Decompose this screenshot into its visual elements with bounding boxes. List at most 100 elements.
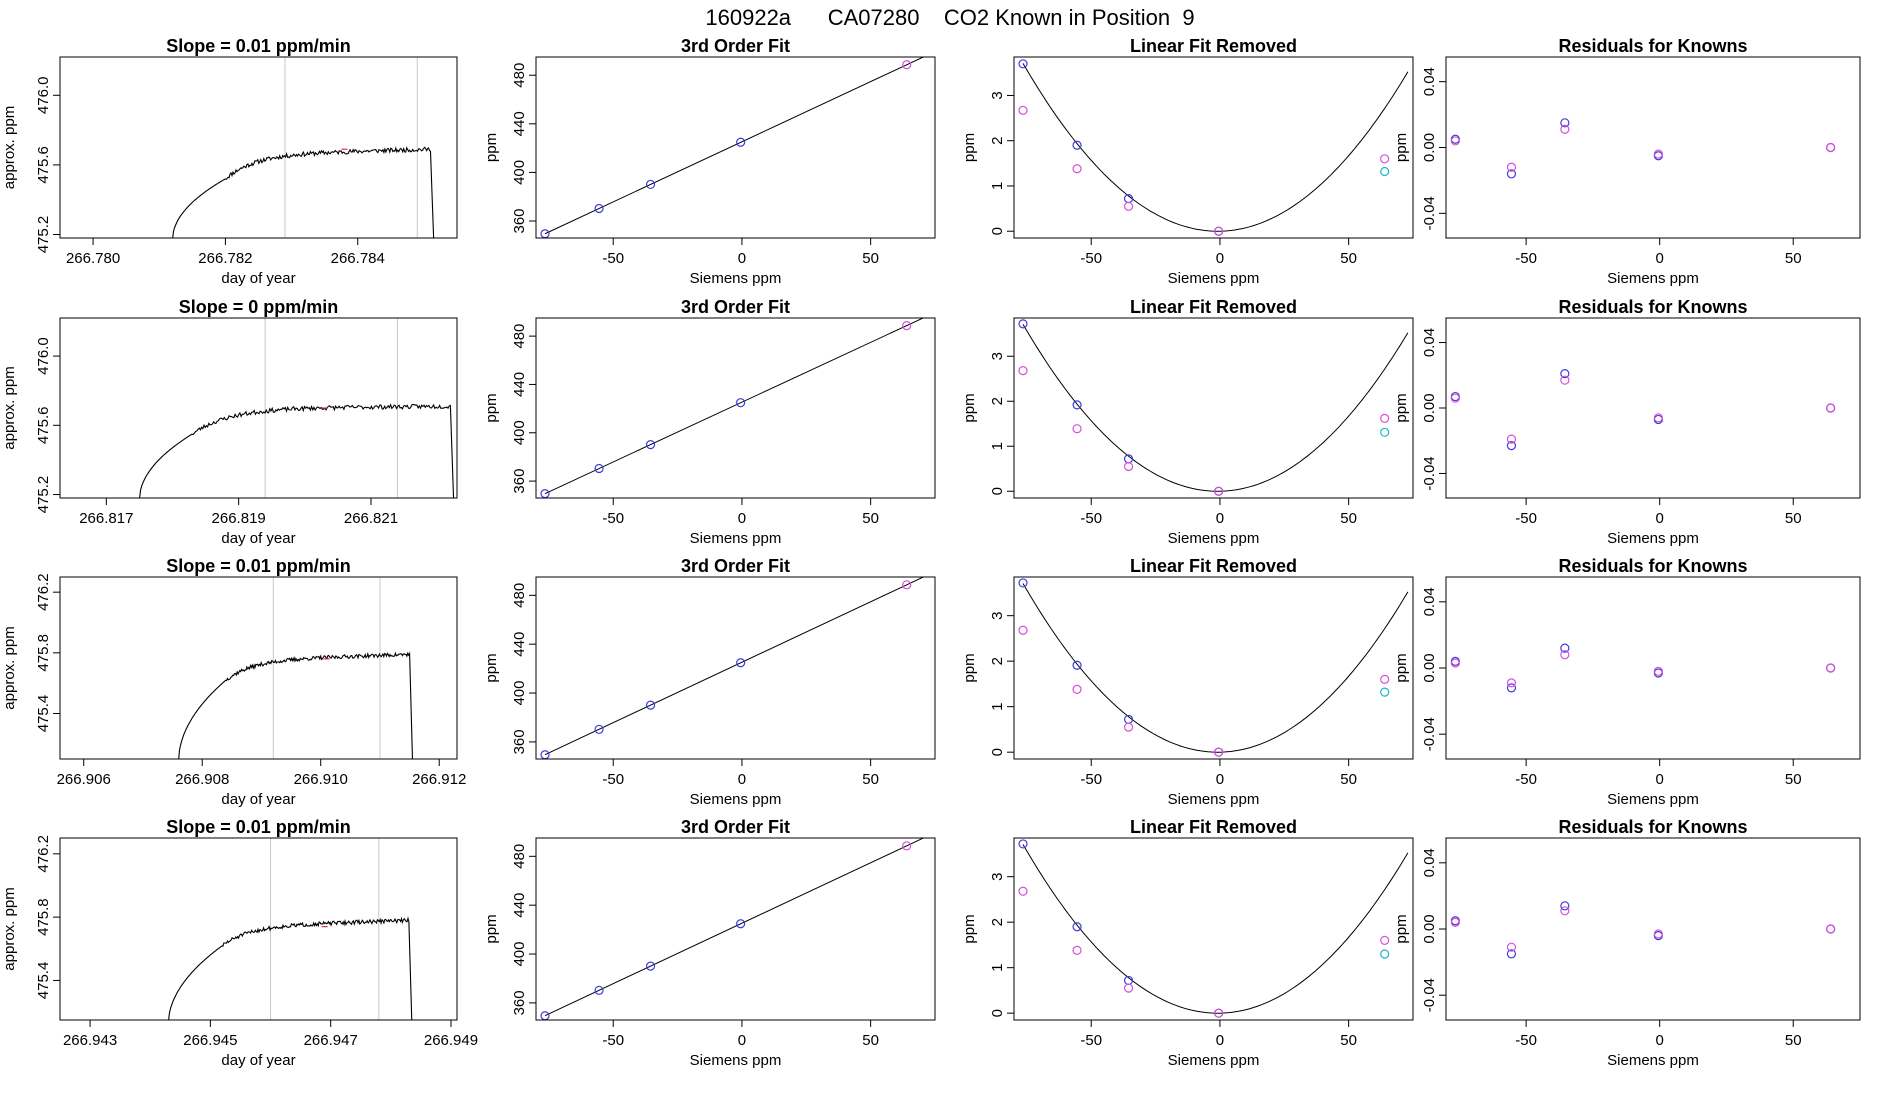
data-point <box>1560 124 1570 134</box>
y-tick-label: 475.6 <box>35 146 52 184</box>
data-point <box>1653 929 1663 939</box>
data-point <box>1018 886 1028 896</box>
y-tick-label: 0.04 <box>1421 328 1438 357</box>
data-point <box>1506 441 1517 451</box>
data-point <box>1653 666 1663 676</box>
panel-title: Linear Fit Removed <box>1130 817 1297 837</box>
x-tick-label: 0 <box>738 771 746 788</box>
fit-curve <box>1022 844 1409 1014</box>
x-tick-label: 0 <box>1656 510 1664 527</box>
panel-title: 3rd Order Fit <box>681 817 790 837</box>
y-axis-label: approx. ppm <box>1 106 18 189</box>
x-axis-label: Siemens ppm <box>1168 270 1260 287</box>
y-tick-label: 0 <box>989 748 1006 756</box>
data-point <box>1826 924 1836 934</box>
y-tick-label: 480 <box>511 583 528 608</box>
data-point <box>1450 393 1460 403</box>
data-point <box>1826 403 1836 413</box>
y-tick-label: 2 <box>989 918 1006 926</box>
x-tick-label: 50 <box>862 250 879 267</box>
y-axis-label: ppm <box>483 914 500 943</box>
data-point <box>1560 118 1570 128</box>
page-title: 160922a CA07280 CO2 Known in Position 9 <box>705 5 1194 30</box>
y-axis-label: ppm <box>1393 653 1410 682</box>
y-axis-label: approx. ppm <box>1 366 18 449</box>
plot-frame <box>1013 576 1414 760</box>
y-tick-label: 0.00 <box>1421 653 1438 682</box>
x-tick-label: 0 <box>1216 510 1224 527</box>
data-point <box>902 580 912 590</box>
y-tick-label: 360 <box>511 208 528 233</box>
y-tick-label: -0.04 <box>1421 717 1438 751</box>
plot-frame <box>1445 317 1861 499</box>
fit-curve <box>1022 63 1409 232</box>
plot-frame <box>1013 317 1414 499</box>
x-tick-label: 266.949 <box>424 1032 478 1049</box>
y-tick-label: 3 <box>989 873 1006 881</box>
x-tick-label: 0 <box>738 510 746 527</box>
x-tick-label: 50 <box>1785 510 1802 527</box>
panel-title: 3rd Order Fit <box>681 36 790 56</box>
x-tick-label: 50 <box>1785 1032 1802 1049</box>
fit-curve <box>1022 324 1409 492</box>
data-point <box>1560 375 1570 385</box>
data-point <box>645 700 656 710</box>
x-tick-label: 266.945 <box>183 1032 237 1049</box>
y-axis-label: ppm <box>961 653 978 682</box>
data-point <box>1072 400 1082 410</box>
data-point <box>1018 366 1028 376</box>
panel-resid-row2: Residuals for Knowns -50 0 50 -0.04 0.00 0.04 S… <box>1393 297 1861 547</box>
plot-frame <box>59 56 458 239</box>
y-tick-label: 400 <box>511 420 528 445</box>
data-point <box>1072 164 1082 174</box>
panel-time-row4: Slope = 0.01 ppm/min 266.943 266.945 266.94… <box>1 817 478 1069</box>
data-point <box>1018 59 1028 69</box>
y-axis-label: approx. ppm <box>1 626 18 709</box>
data-point <box>1214 747 1224 757</box>
x-tick-label: 50 <box>862 771 879 788</box>
panel-title: 3rd Order Fit <box>681 556 790 576</box>
plot-frame <box>1013 837 1414 1021</box>
x-axis-label: Siemens ppm <box>1168 530 1260 547</box>
y-tick-label: 440 <box>511 111 528 136</box>
x-tick-label: 50 <box>1785 771 1802 788</box>
data-point <box>736 919 746 929</box>
data-point <box>1380 166 1390 177</box>
x-tick-label: 0 <box>1656 771 1664 788</box>
plot-frame <box>59 576 458 760</box>
data-point <box>1560 906 1570 916</box>
data-point <box>1018 578 1028 588</box>
y-tick-label: 0.04 <box>1421 587 1438 616</box>
data-point <box>1123 983 1134 993</box>
data-point <box>1506 434 1517 444</box>
data-point <box>1560 650 1570 660</box>
plot-frame <box>535 317 936 499</box>
data-point <box>645 179 656 190</box>
plot-area <box>1450 118 1836 179</box>
data-point <box>902 60 912 70</box>
y-tick-label: 475.2 <box>35 216 52 254</box>
data-point <box>736 658 746 668</box>
x-tick-label: 50 <box>1340 771 1357 788</box>
x-tick-label: 50 <box>862 510 879 527</box>
y-tick-label: 1 <box>989 442 1006 450</box>
y-axis-label: ppm <box>961 393 978 422</box>
panel-linrem-row2: Linear Fit Removed -50 0 50 0 1 2 3 Siemens ppm p… <box>961 297 1414 547</box>
data-point <box>1072 684 1082 694</box>
data-point <box>902 321 912 331</box>
data-point <box>594 463 604 474</box>
x-axis-label: Siemens ppm <box>1168 791 1260 808</box>
panel-title: Slope = 0.01 ppm/min <box>166 556 351 576</box>
x-tick-label: 266.821 <box>344 510 398 527</box>
plot-frame <box>59 837 458 1021</box>
y-axis-label: ppm <box>961 133 978 162</box>
data-point <box>645 961 656 971</box>
data-point <box>1214 1008 1224 1018</box>
panel-fit3-row4: 3rd Order Fit -50 0 50 360 400 440 480 Siemens p… <box>483 817 936 1069</box>
plot-frame <box>535 576 936 760</box>
x-tick-label: -50 <box>1080 250 1102 267</box>
plot-area <box>1018 319 1409 496</box>
y-axis-label: ppm <box>1393 914 1410 943</box>
panel-title: Slope = 0.01 ppm/min <box>166 36 351 56</box>
